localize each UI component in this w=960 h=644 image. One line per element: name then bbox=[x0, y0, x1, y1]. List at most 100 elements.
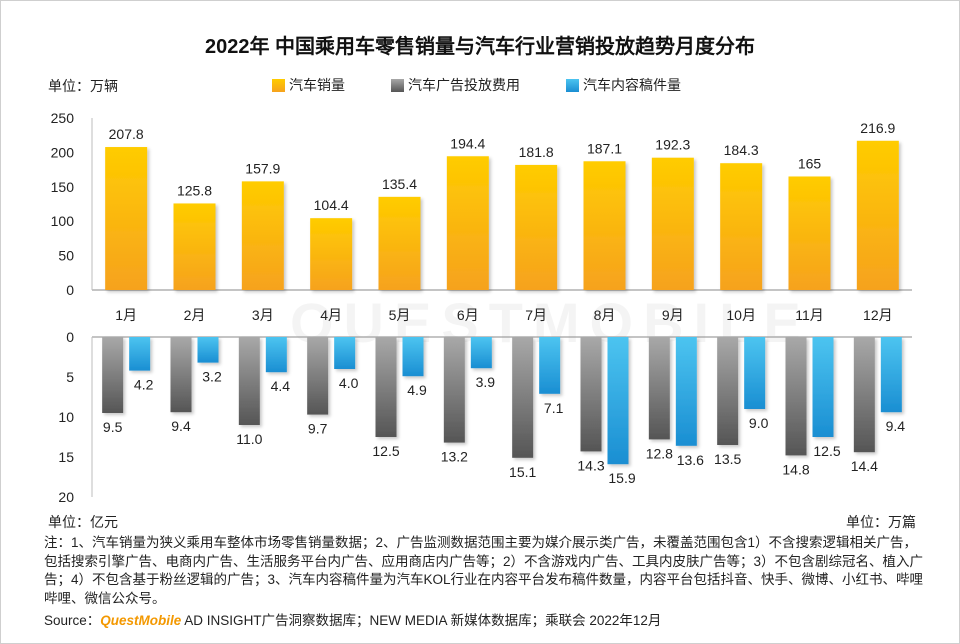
legend-swatch-sales bbox=[272, 78, 285, 92]
ad-spend-bar bbox=[170, 337, 192, 413]
content-volume-data-label: 4.4 bbox=[271, 378, 291, 394]
ad-spend-data-label: 9.5 bbox=[103, 419, 123, 435]
ad-spend-data-label: 13.5 bbox=[714, 451, 741, 467]
sales-bar bbox=[720, 163, 763, 290]
source-text: AD INSIGHT广告洞察数据库；NEW MEDIA 新媒体数据库；乘联会 2… bbox=[181, 613, 662, 628]
source-prefix: Source： bbox=[44, 613, 101, 628]
content-volume-bar bbox=[334, 337, 356, 369]
x-tick-label: 10月 bbox=[726, 307, 756, 323]
sales-data-label: 194.4 bbox=[450, 135, 485, 151]
sales-bar bbox=[788, 176, 831, 290]
content-volume-data-label: 9.4 bbox=[886, 418, 906, 434]
sales-data-label: 187.1 bbox=[587, 140, 622, 156]
x-tick-label: 8月 bbox=[594, 307, 616, 323]
ad-spend-data-label: 9.7 bbox=[308, 421, 328, 437]
ad-spend-data-label: 11.0 bbox=[236, 431, 262, 447]
content-volume-bar bbox=[402, 337, 424, 377]
content-volume-data-label: 4.0 bbox=[339, 375, 359, 391]
sales-y-tick-label: 200 bbox=[51, 144, 75, 160]
sales-chart: 0 50 100 150 200 250 207.8 125.8 157.9 104.4 135.4… bbox=[51, 110, 912, 323]
sales-y-tick-label: 50 bbox=[58, 248, 74, 264]
chart-title: 2022年 中国乘用车零售销量与汽车行业营销投放趋势月度分布 bbox=[204, 36, 756, 58]
sales-data-label: 157.9 bbox=[245, 160, 280, 176]
ad-spend-data-label: 12.5 bbox=[372, 443, 399, 459]
sales-bar bbox=[446, 156, 489, 290]
ad-spend-bar bbox=[443, 337, 465, 443]
content-volume-bar bbox=[812, 337, 834, 437]
questmobile-logo: QuestMobile bbox=[100, 613, 182, 628]
x-tick-label: 6月 bbox=[457, 307, 479, 323]
ad-spend-bar bbox=[580, 337, 602, 452]
legend-label-sales: 汽车销量 bbox=[289, 77, 345, 93]
content-volume-data-label: 3.2 bbox=[202, 369, 222, 385]
ad-spend-data-label: 12.8 bbox=[646, 445, 673, 461]
ad-spend-bar bbox=[307, 337, 329, 415]
ad-spend-bar bbox=[512, 337, 534, 458]
ad-spend-data-label: 14.4 bbox=[851, 458, 878, 474]
x-tick-label: 9月 bbox=[662, 307, 684, 323]
x-tick-label: 7月 bbox=[525, 307, 547, 323]
ad-spend-data-label: 14.8 bbox=[782, 461, 809, 477]
legend: 汽车销量 汽车广告投放费用 汽车内容稿件量 bbox=[272, 76, 727, 94]
sales-y-tick-label: 250 bbox=[51, 110, 75, 126]
sales-data-label: 181.8 bbox=[519, 144, 554, 160]
marketing-y-tick-label: 5 bbox=[66, 369, 74, 385]
x-tick-label: 5月 bbox=[389, 307, 411, 323]
sales-data-label: 104.4 bbox=[314, 197, 349, 213]
x-tick-label: 12月 bbox=[863, 307, 893, 323]
ad-spend-bar bbox=[717, 337, 739, 445]
sales-data-label: 135.4 bbox=[382, 176, 417, 192]
footnote: 注：1、汽车销量为狭义乘用车整体市场零售销量数据；2、广告监测数据范围主要为媒介… bbox=[44, 535, 924, 606]
sales-bar bbox=[651, 157, 694, 290]
legend-swatch-content bbox=[566, 78, 579, 92]
sales-bar bbox=[105, 147, 148, 290]
legend-item-ad: 汽车广告投放费用 bbox=[391, 75, 520, 95]
content-volume-data-label: 9.0 bbox=[749, 415, 769, 431]
sales-data-label: 125.8 bbox=[177, 182, 212, 198]
content-volume-bar bbox=[265, 337, 287, 373]
sales-data-label: 184.3 bbox=[724, 142, 759, 158]
content-volume-data-label: 12.5 bbox=[813, 443, 840, 459]
sales-bar bbox=[173, 203, 216, 290]
sales-unit-label: 单位：万辆 bbox=[48, 78, 118, 94]
ad-spend-data-label: 9.4 bbox=[171, 418, 191, 434]
x-tick-label: 1月 bbox=[115, 307, 137, 323]
content-volume-bar bbox=[470, 337, 492, 369]
sales-bar bbox=[515, 164, 558, 290]
marketing-chart: 0 5 10 15 20 9.5 4.2 9.4 3.2 11.0 4.4 9.7 4.0 12.5 4.9… bbox=[58, 329, 912, 505]
content-volume-data-label: 7.1 bbox=[544, 400, 564, 416]
ad-spend-bar bbox=[785, 337, 807, 456]
content-volume-data-label: 3.9 bbox=[476, 374, 496, 390]
content-volume-bar bbox=[539, 337, 561, 394]
ad-spend-bar bbox=[853, 337, 875, 453]
x-tick-label: 3月 bbox=[252, 307, 274, 323]
ad-spend-data-label: 13.2 bbox=[441, 449, 468, 465]
marketing-y-tick-label: 10 bbox=[58, 409, 74, 425]
sales-bar bbox=[310, 218, 353, 290]
ad-spend-bar bbox=[102, 337, 124, 413]
content-volume-bar bbox=[129, 337, 151, 371]
legend-item-content: 汽车内容稿件量 bbox=[566, 75, 681, 95]
content-volume-data-label: 13.6 bbox=[677, 452, 704, 468]
marketing-y-tick-label: 15 bbox=[58, 449, 74, 465]
sales-bar bbox=[856, 140, 899, 290]
ad-spend-data-label: 15.1 bbox=[509, 464, 536, 480]
content-volume-data-label: 4.2 bbox=[134, 377, 154, 393]
legend-label-ad: 汽车广告投放费用 bbox=[408, 77, 520, 93]
content-volume-bar bbox=[744, 337, 766, 409]
x-tick-label: 11月 bbox=[795, 307, 824, 323]
content-volume-bar bbox=[675, 337, 697, 446]
legend-item-sales: 汽车销量 bbox=[272, 75, 345, 95]
sales-bar bbox=[583, 161, 626, 290]
x-tick-label: 4月 bbox=[320, 307, 342, 323]
marketing-y-tick-label: 0 bbox=[66, 329, 74, 345]
content-volume-bar bbox=[880, 337, 902, 413]
sales-bar bbox=[241, 181, 284, 290]
ad-spend-bar bbox=[375, 337, 397, 437]
sales-data-label: 216.9 bbox=[860, 120, 895, 136]
sales-bar bbox=[378, 196, 421, 290]
legend-swatch-ad bbox=[391, 78, 404, 92]
ad-spend-bar bbox=[238, 337, 260, 425]
content-volume-data-label: 15.9 bbox=[608, 470, 635, 486]
